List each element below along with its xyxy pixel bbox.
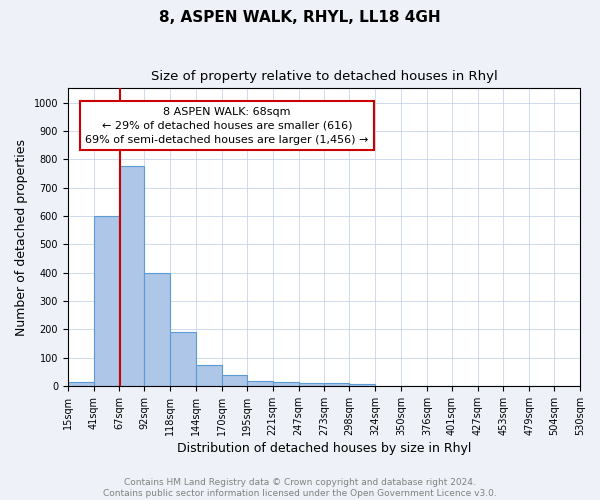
Text: Contains HM Land Registry data © Crown copyright and database right 2024.
Contai: Contains HM Land Registry data © Crown c… (103, 478, 497, 498)
Text: 8, ASPEN WALK, RHYL, LL18 4GH: 8, ASPEN WALK, RHYL, LL18 4GH (159, 10, 441, 25)
Bar (145, 272, 170, 386)
Bar (325, 383, 349, 386)
Bar (272, 382, 299, 386)
Title: Size of property relative to detached houses in Rhyl: Size of property relative to detached ho… (151, 70, 497, 83)
Text: 8 ASPEN WALK: 68sqm
← 29% of detached houses are smaller (616)
69% of semi-detac: 8 ASPEN WALK: 68sqm ← 29% of detached ho… (85, 107, 368, 145)
Bar (196, 364, 222, 386)
Bar (222, 375, 247, 386)
Bar (94, 216, 119, 386)
Bar (119, 166, 145, 386)
Y-axis label: Number of detached properties: Number of detached properties (15, 138, 28, 336)
Bar (68, 382, 94, 386)
Bar (299, 382, 325, 386)
Bar (349, 384, 375, 386)
X-axis label: Distribution of detached houses by size in Rhyl: Distribution of detached houses by size … (177, 442, 471, 455)
Bar (247, 381, 272, 386)
Bar (170, 332, 196, 386)
